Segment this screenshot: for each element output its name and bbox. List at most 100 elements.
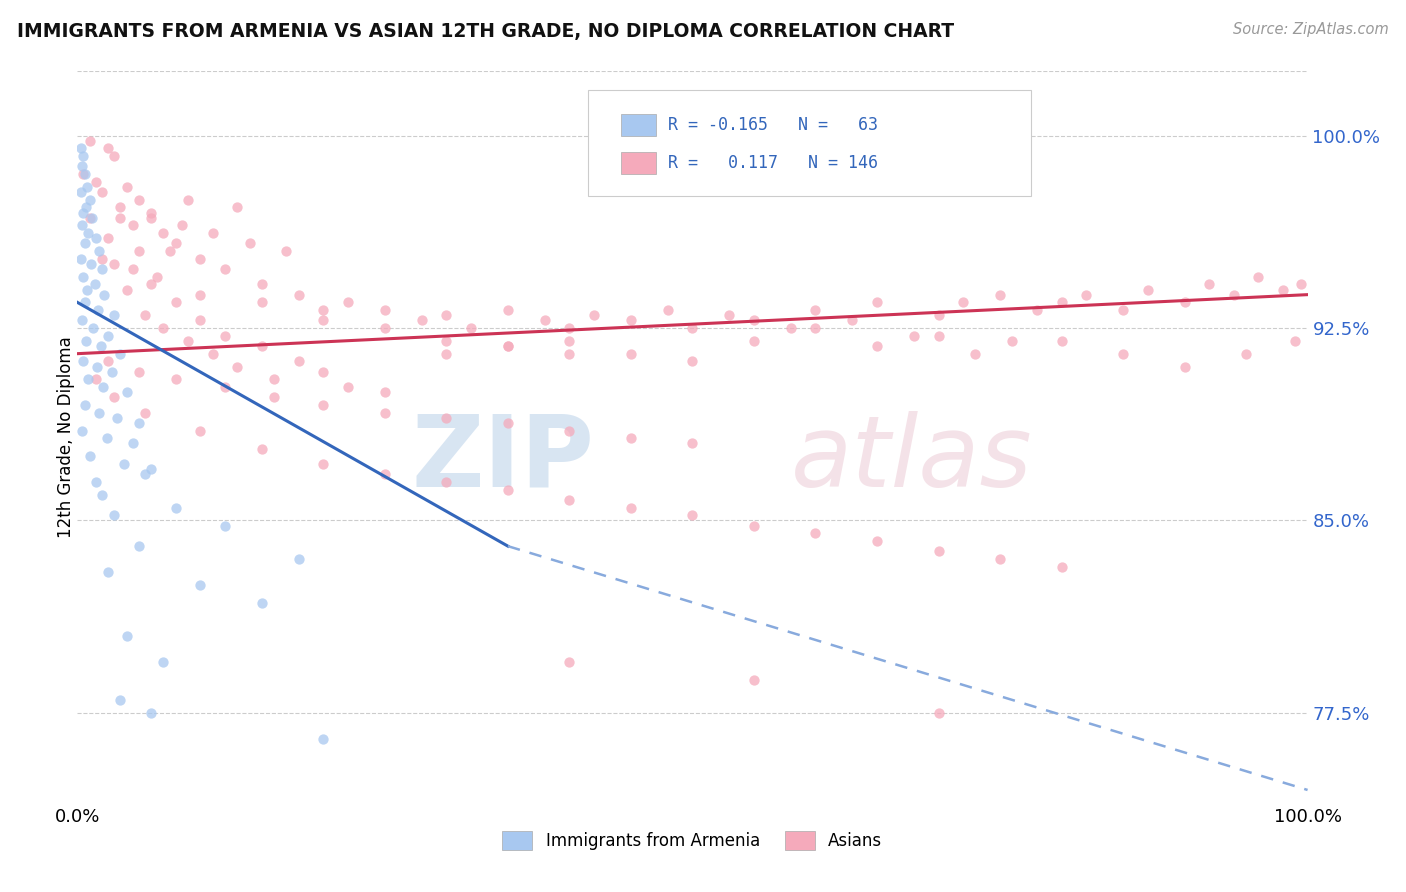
Point: [76, 283, 98, 297]
Point: [436, 410, 458, 425]
Text: atlas: atlas: [792, 410, 1032, 508]
Point: [141, 706, 163, 720]
Point: [558, 346, 581, 360]
FancyBboxPatch shape: [588, 90, 1031, 195]
Point: [103, 390, 125, 404]
Point: [288, 354, 311, 368]
Point: [90, 488, 114, 502]
Point: [110, 346, 132, 360]
Point: [496, 303, 519, 318]
Point: [1198, 277, 1220, 292]
Point: [84, 372, 107, 386]
Point: [436, 475, 458, 489]
Y-axis label: 12th Grade, No Diploma: 12th Grade, No Diploma: [58, 336, 75, 538]
Point: [1136, 283, 1159, 297]
Point: [965, 346, 987, 360]
Point: [928, 328, 950, 343]
Point: [263, 372, 285, 386]
Point: [1026, 303, 1049, 318]
Point: [83, 277, 105, 292]
Point: [201, 226, 224, 240]
Point: [134, 406, 156, 420]
Text: R =   0.117   N = 146: R = 0.117 N = 146: [668, 153, 877, 172]
Point: [121, 436, 143, 450]
Point: [115, 629, 138, 643]
Point: [682, 508, 704, 523]
Point: [70, 185, 93, 199]
Point: [558, 655, 581, 669]
Point: [620, 313, 643, 327]
Point: [165, 236, 187, 251]
Point: [76, 179, 98, 194]
Point: [866, 295, 889, 310]
Point: [87, 303, 110, 318]
Point: [134, 308, 156, 322]
Point: [682, 354, 704, 368]
Point: [534, 313, 557, 327]
Point: [1076, 287, 1098, 301]
Point: [374, 385, 396, 400]
Point: [159, 244, 181, 258]
Point: [141, 277, 163, 292]
Point: [72, 205, 94, 219]
Point: [77, 226, 100, 240]
Point: [90, 252, 114, 266]
Point: [141, 211, 163, 225]
Point: [165, 372, 187, 386]
Point: [1050, 295, 1073, 310]
Point: [1223, 287, 1246, 301]
Point: [91, 380, 114, 394]
Point: [374, 303, 396, 318]
Point: [928, 544, 950, 558]
Point: [170, 219, 193, 233]
Point: [73, 398, 96, 412]
Point: [312, 398, 335, 412]
Point: [436, 308, 458, 322]
Point: [70, 424, 93, 438]
Point: [374, 321, 396, 335]
Point: [115, 283, 138, 297]
Point: [1174, 295, 1197, 310]
Point: [312, 365, 335, 379]
Point: [115, 385, 138, 400]
Point: [70, 219, 93, 233]
Point: [73, 167, 96, 181]
Point: [84, 475, 107, 489]
Point: [583, 308, 606, 322]
Bar: [621, 114, 655, 136]
Point: [214, 380, 236, 394]
Point: [121, 219, 143, 233]
Point: [496, 416, 519, 430]
Point: [165, 500, 187, 515]
Point: [288, 287, 311, 301]
Text: IMMIGRANTS FROM ARMENIA VS ASIAN 12TH GRADE, NO DIPLOMA CORRELATION CHART: IMMIGRANTS FROM ARMENIA VS ASIAN 12TH GR…: [17, 22, 955, 41]
Point: [82, 321, 104, 335]
Point: [1001, 334, 1024, 348]
Point: [97, 231, 120, 245]
Point: [86, 359, 108, 374]
Point: [263, 390, 285, 404]
Point: [436, 334, 458, 348]
Point: [214, 262, 236, 277]
Point: [77, 372, 100, 386]
Point: [226, 359, 249, 374]
Point: [89, 244, 111, 258]
Point: [742, 673, 765, 687]
Point: [288, 552, 311, 566]
Point: [128, 416, 150, 430]
Point: [1284, 334, 1306, 348]
Point: [103, 308, 125, 322]
Point: [97, 141, 120, 155]
Point: [1272, 283, 1295, 297]
Point: [97, 328, 120, 343]
Point: [866, 534, 889, 549]
Point: [103, 149, 125, 163]
Point: [276, 244, 298, 258]
Point: [374, 467, 396, 482]
Point: [82, 211, 104, 225]
Point: [866, 339, 889, 353]
Point: [188, 424, 212, 438]
Point: [250, 442, 273, 456]
Point: [177, 193, 200, 207]
Point: [89, 406, 111, 420]
